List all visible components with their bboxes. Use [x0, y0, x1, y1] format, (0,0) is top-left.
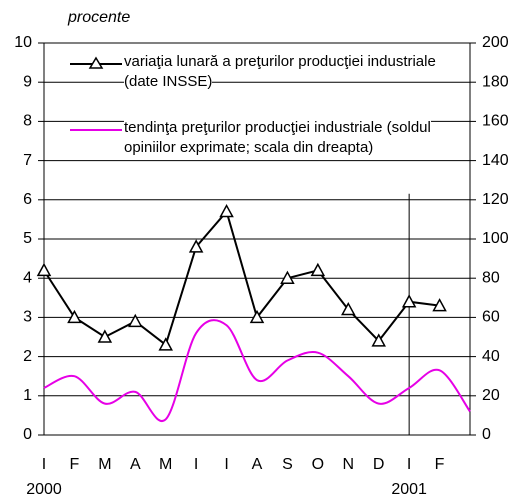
y-tick-label: 7	[23, 152, 32, 169]
y-tick-label: 1	[23, 387, 32, 404]
x-tick-label: D	[373, 456, 385, 473]
legend-text: variaţia lunară a preţurilor producţiei …	[124, 53, 436, 90]
y-tick-label: 9	[23, 73, 32, 90]
year-label: 2000	[26, 481, 62, 497]
x-tick-label: F	[70, 456, 80, 473]
x-tick-label: F	[435, 456, 445, 473]
x-tick-label: N	[343, 456, 355, 473]
data-point	[249, 309, 265, 324]
x-tick-label: A	[252, 456, 263, 473]
x-tick-label: S	[282, 456, 293, 473]
y-tick-label: 10	[14, 34, 32, 51]
y-tick-label: 2	[23, 348, 32, 365]
data-point	[158, 337, 173, 351]
data-point	[36, 262, 52, 277]
data-point	[219, 203, 234, 218]
y2-tick-label: 20	[482, 387, 500, 404]
x-tick-label: A	[130, 456, 141, 473]
y2-tick-label: 160	[482, 113, 509, 130]
y-tick-label: 8	[23, 113, 32, 130]
year-label: 2001	[391, 481, 427, 497]
series-line	[43, 319, 471, 423]
legend-label: tendinţa preţurilor producţiei industria…	[124, 118, 459, 158]
data-point	[341, 301, 356, 316]
data-point	[401, 294, 417, 308]
legend-label: variaţia lunară a preţurilor producţiei …	[124, 52, 459, 92]
y2-tick-label: 120	[482, 191, 509, 208]
y2-tick-label: 180	[482, 73, 509, 90]
data-point	[128, 313, 143, 328]
y2-tick-label: 60	[482, 309, 500, 326]
y2-tick-label: 80	[482, 269, 500, 286]
series-line	[43, 209, 440, 347]
data-point	[67, 309, 82, 324]
y-tick-label: 3	[23, 309, 32, 326]
x-tick-label: I	[224, 456, 228, 473]
y-tick-label: 0	[23, 426, 32, 443]
y2-tick-label: 100	[482, 230, 509, 247]
legend-entry: variaţia lunară a preţurilor producţiei …	[124, 52, 459, 92]
x-tick-label: I	[407, 456, 411, 473]
y2-tick-label: 140	[482, 152, 509, 169]
data-point	[432, 298, 447, 312]
data-point	[310, 262, 326, 277]
y-tick-label: 6	[23, 191, 32, 208]
x-tick-label: O	[312, 456, 324, 473]
legend-marker	[88, 56, 104, 69]
y-tick-label: 4	[23, 269, 32, 286]
x-tick-label: M	[159, 456, 172, 473]
data-point	[371, 333, 386, 347]
y-tick-label: 5	[23, 230, 32, 247]
y2-tick-label: 40	[482, 348, 500, 365]
legend-text: tendinţa preţurilor producţiei industria…	[124, 119, 431, 156]
data-point	[280, 270, 295, 284]
y2-tick-label: 200	[482, 34, 509, 51]
y2-tick-label: 0	[482, 426, 491, 443]
y-axis-label: procente	[67, 9, 130, 26]
legend-entry: tendinţa preţurilor producţiei industria…	[124, 118, 459, 158]
data-point	[97, 329, 113, 343]
x-tick-label: I	[194, 456, 198, 473]
x-tick-label: M	[98, 456, 111, 473]
data-point	[188, 239, 204, 253]
x-tick-label: I	[42, 456, 46, 473]
